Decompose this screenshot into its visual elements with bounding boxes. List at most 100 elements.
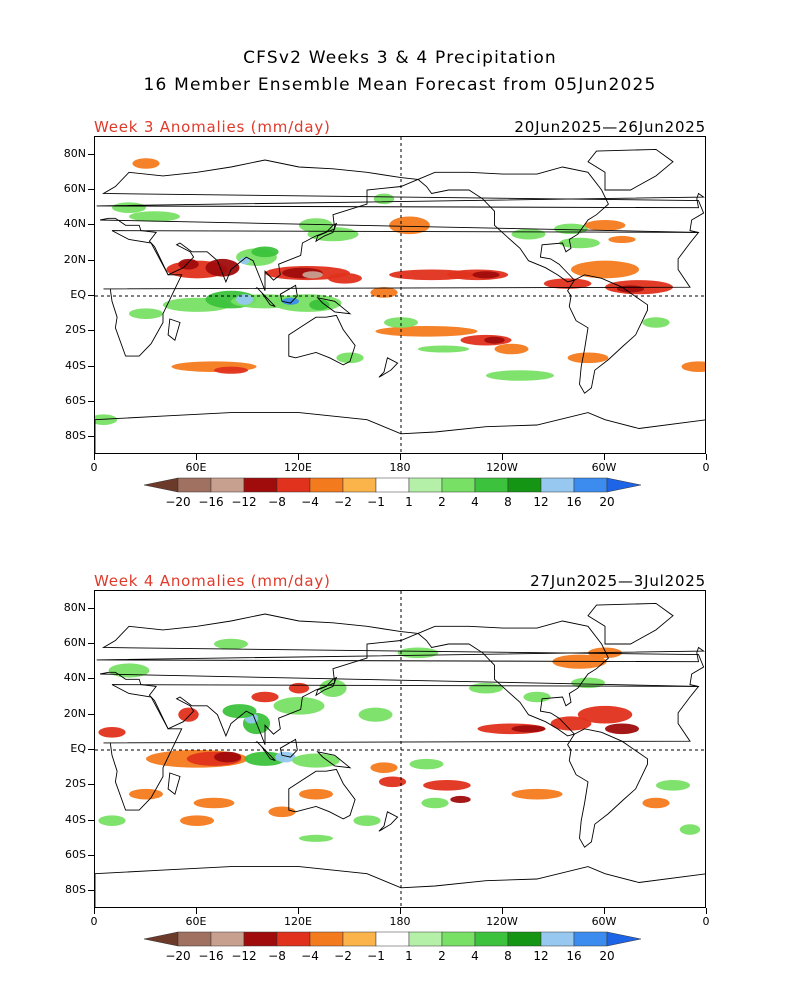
anomaly-region-7 [370, 287, 398, 298]
lon-tick [502, 454, 503, 460]
anomaly-region-36 [421, 797, 449, 809]
anomaly-region-8 [222, 704, 257, 719]
south-america-outline [567, 274, 648, 394]
lat-label: 20S [65, 323, 86, 337]
anomaly-region-44 [112, 202, 146, 213]
borneo-outline [279, 738, 298, 758]
colorbar-swatch [507, 477, 542, 493]
lon-tick [400, 454, 401, 460]
newguinea-outline [316, 751, 352, 769]
anomaly-region-43 [353, 815, 381, 826]
colorbar-swatch [474, 477, 509, 493]
anomaly-region-32 [299, 788, 333, 800]
colorbar-swatch [606, 477, 642, 493]
lon-tick [400, 908, 401, 914]
anomaly-region-4 [275, 751, 296, 763]
lon-label: 60E [185, 461, 207, 474]
colorbar-swatch [177, 477, 212, 493]
colorbar-label: −20 [165, 495, 190, 509]
anomaly-region-30 [484, 336, 505, 344]
anomaly-region-6 [327, 273, 362, 284]
anomaly-region-40 [299, 834, 333, 842]
colorbar-swatch [177, 931, 212, 947]
colorbar-swatch [276, 477, 311, 493]
lat-label: 80N [63, 600, 86, 614]
colorbar-label: 2 [438, 949, 446, 963]
colorbar-swatch [342, 931, 377, 947]
colorbar-swatch [143, 477, 179, 493]
anomaly-region-30 [180, 815, 214, 826]
colorbar-label: 12 [533, 949, 548, 963]
anomaly-region-35 [397, 647, 439, 659]
lon-label: 0 [90, 461, 98, 474]
lat-label: EQ [70, 288, 86, 301]
lat-label: 20N [63, 252, 86, 266]
africa-outline [103, 230, 700, 357]
anomaly-region-36 [418, 345, 469, 353]
anomaly-region-20 [577, 705, 633, 724]
colorbar-swatch [342, 477, 377, 493]
colorbar-swatch [309, 477, 344, 493]
lat-label: 80S [65, 429, 86, 443]
lon-tick [196, 908, 197, 914]
anomaly-region-5 [302, 271, 323, 279]
madagascar-outline [167, 318, 181, 341]
anomaly-region-14 [423, 780, 471, 791]
lon-label: 180 [389, 915, 411, 928]
colorbar-label: 16 [566, 495, 581, 509]
lon-tick [706, 454, 707, 460]
colorbar-label: 1 [405, 495, 413, 509]
lon-label: 0 [702, 915, 710, 928]
lat-label: 80S [65, 883, 86, 897]
anomaly-region-12 [571, 260, 639, 279]
colorbar-swatch [441, 477, 476, 493]
chart-title-line2: 16 Member Ensemble Mean Forecast from 05… [143, 75, 657, 95]
lon-label: 180 [389, 461, 411, 474]
lon-tick [298, 908, 299, 914]
anomaly-region-45 [409, 758, 444, 770]
lon-label: 0 [702, 461, 710, 474]
colorbar-swatch [441, 931, 476, 947]
colorbar-swatch [474, 931, 509, 947]
lat-label: 40N [63, 671, 86, 685]
antarctica-outline [95, 866, 705, 907]
borneo-outline [279, 284, 298, 304]
colorbar-label: 16 [566, 949, 581, 963]
colorbar-swatch [143, 931, 179, 947]
anomaly-region-12 [378, 776, 407, 788]
lat-label: 60S [65, 848, 86, 861]
anomaly-region-49 [373, 193, 395, 205]
anomaly-region-27 [251, 691, 279, 703]
britain-outline [96, 646, 705, 663]
anomaly-region-24 [239, 257, 250, 265]
anomaly-region-38 [108, 663, 150, 678]
lat-label: 20N [63, 706, 86, 720]
week4-colorbar: −20 −16 −12 −8 −4 −2 −1 1 2 4 8 12 16 20 [0, 928, 800, 968]
north-america-outline [417, 166, 609, 283]
colorbar-swatch [243, 931, 278, 947]
anomaly-region-10 [472, 271, 500, 279]
anomaly-region-24 [571, 677, 605, 689]
greenland-outline [587, 602, 674, 645]
lat-tick [88, 678, 94, 680]
anomaly-region-26 [299, 218, 333, 233]
anomaly-region-41 [608, 235, 636, 243]
lon-label: 60E [185, 915, 207, 928]
anomaly-region-45 [486, 370, 554, 381]
colorbar-label: −8 [268, 949, 286, 963]
anomaly-region-23 [251, 246, 279, 258]
anomaly-region-9 [273, 697, 325, 715]
anomaly-region-46 [679, 824, 701, 835]
newzealand-outline [378, 357, 399, 378]
japan-outline [315, 222, 338, 243]
newguinea-outline [316, 297, 352, 315]
lat-tick [88, 259, 94, 261]
colorbar-label: 4 [471, 495, 479, 509]
colorbar-label: 20 [599, 495, 614, 509]
anomaly-region-28 [288, 682, 310, 694]
lat-tick [88, 224, 94, 226]
sumatra-outline [256, 740, 276, 762]
colorbar-label: 8 [504, 949, 512, 963]
colorbar-swatch [408, 931, 443, 947]
lat-tick [88, 401, 94, 402]
